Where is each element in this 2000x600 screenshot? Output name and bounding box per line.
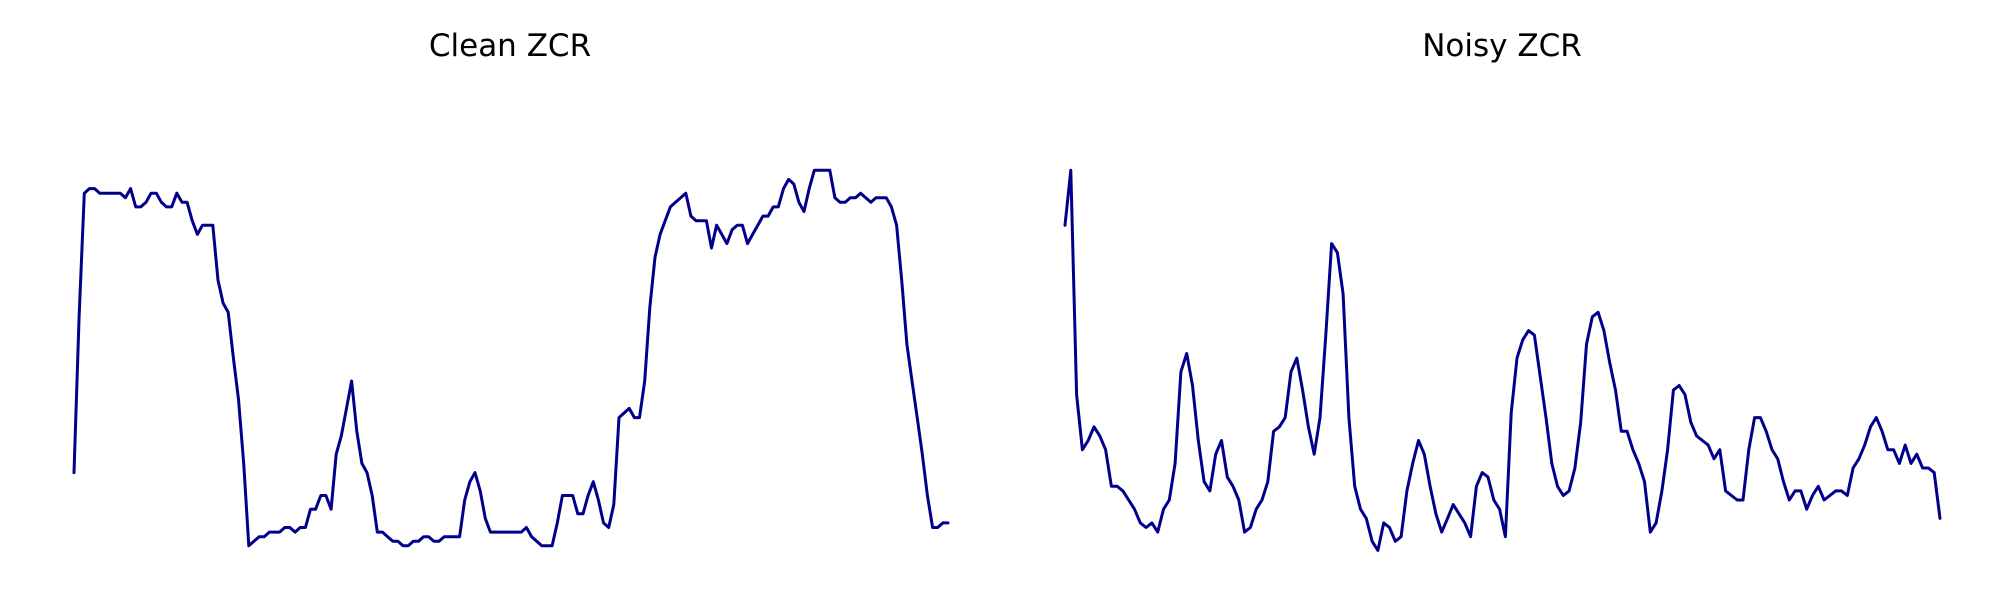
- plot-area: [72, 168, 950, 548]
- series-line: [1063, 168, 1942, 552]
- chart-title: Noisy ZCR: [1422, 28, 1582, 64]
- series-line: [72, 168, 950, 548]
- chart-title: Clean ZCR: [429, 28, 591, 64]
- panel-noisy-zcr: Noisy ZCR: [1063, 28, 1942, 552]
- plot-area: [1063, 168, 1942, 552]
- panel-clean-zcr: Clean ZCR: [72, 28, 950, 548]
